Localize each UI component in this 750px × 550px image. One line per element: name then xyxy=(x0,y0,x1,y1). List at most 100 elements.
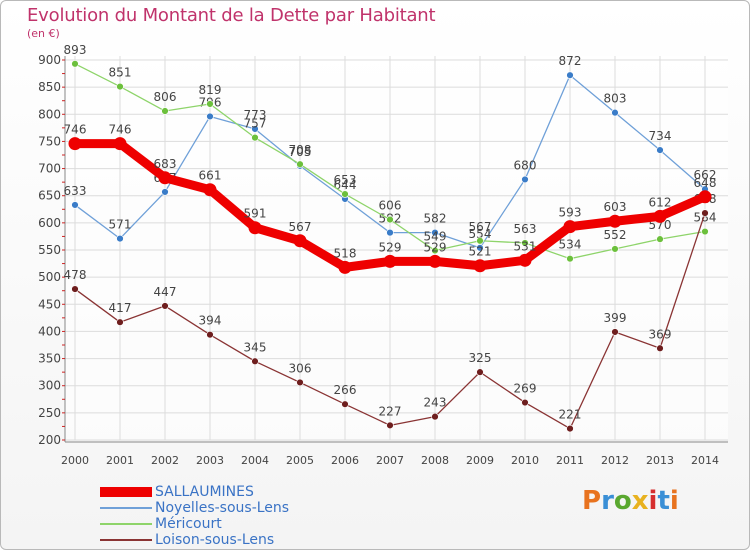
x-tick-label: 2003 xyxy=(196,454,224,467)
data-point xyxy=(656,235,664,243)
data-label: 243 xyxy=(424,396,447,410)
legend-swatch-noyelles xyxy=(100,507,152,509)
data-label: 683 xyxy=(154,157,177,171)
y-tick-label: 650 xyxy=(38,189,61,203)
y-tick-label: 450 xyxy=(38,297,61,311)
data-label: 803 xyxy=(604,92,627,106)
data-point xyxy=(71,201,79,209)
data-point xyxy=(251,133,259,142)
data-label: 603 xyxy=(604,200,627,214)
brand-letter: i xyxy=(648,486,658,516)
legend-label-mericourt: Méricourt xyxy=(155,516,222,532)
data-point xyxy=(563,220,577,234)
legend-swatch-loison xyxy=(100,539,152,541)
data-point xyxy=(521,398,529,407)
data-point xyxy=(386,421,394,430)
chart-title: Evolution du Montant de la Dette par Hab… xyxy=(27,5,436,26)
data-point xyxy=(611,245,619,253)
data-point xyxy=(251,357,259,365)
data-point xyxy=(116,318,124,326)
data-label: 746 xyxy=(109,123,132,137)
data-point xyxy=(296,160,304,168)
data-label: 529 xyxy=(424,240,447,254)
x-tick-label: 2009 xyxy=(466,454,494,467)
data-point xyxy=(251,125,259,133)
x-tick-label: 2006 xyxy=(331,454,359,467)
data-point xyxy=(71,285,79,293)
data-point xyxy=(341,400,349,408)
x-tick-label: 2013 xyxy=(646,454,674,467)
data-point xyxy=(476,237,484,245)
data-label: 633 xyxy=(64,184,87,198)
data-label: 648 xyxy=(694,176,717,190)
data-point xyxy=(608,214,622,228)
data-label: 746 xyxy=(64,123,87,137)
data-label: 518 xyxy=(334,246,357,260)
data-label: 563 xyxy=(514,222,537,236)
data-label: 872 xyxy=(559,54,582,68)
brand-letter: o xyxy=(613,486,632,516)
y-tick-label: 300 xyxy=(38,379,61,393)
data-point xyxy=(566,424,574,433)
data-point xyxy=(116,82,124,91)
data-label: 534 xyxy=(559,238,582,252)
x-tick-label: 2005 xyxy=(286,454,314,467)
data-point xyxy=(656,344,664,352)
data-point xyxy=(113,137,127,151)
x-tick-label: 2008 xyxy=(421,454,449,467)
y-tick-label: 850 xyxy=(38,80,61,94)
data-label: 734 xyxy=(649,129,672,143)
data-label: 221 xyxy=(559,408,582,422)
data-point xyxy=(428,254,442,268)
data-label: 399 xyxy=(604,311,627,325)
legend-label-sallaumines: SALLAUMINES xyxy=(155,484,254,500)
data-point xyxy=(206,330,214,339)
data-label: 521 xyxy=(469,245,492,259)
data-point xyxy=(473,259,487,273)
data-label: 478 xyxy=(64,268,87,282)
data-point xyxy=(248,221,262,235)
data-point xyxy=(566,71,574,79)
data-label: 591 xyxy=(244,207,267,221)
data-label: 531 xyxy=(514,239,537,253)
y-tick-label: 900 xyxy=(38,53,61,67)
data-point xyxy=(296,378,304,387)
data-label: 612 xyxy=(649,195,672,209)
data-label: 893 xyxy=(64,43,87,57)
legend-label-loison: Loison-sous-Lens xyxy=(155,532,275,548)
data-label: 227 xyxy=(379,404,402,418)
data-label: 570 xyxy=(649,218,672,232)
data-point xyxy=(71,60,79,68)
data-point xyxy=(476,368,484,376)
data-point xyxy=(518,253,532,267)
data-label: 653 xyxy=(334,173,357,187)
data-point xyxy=(158,171,172,185)
data-point xyxy=(611,328,619,336)
data-point xyxy=(161,107,169,115)
data-label: 269 xyxy=(514,382,537,396)
x-tick-label: 2012 xyxy=(601,454,629,467)
chart-unit: (en €) xyxy=(27,27,60,40)
y-tick-label: 200 xyxy=(38,433,61,447)
data-label: 552 xyxy=(604,228,627,242)
x-tick-label: 2014 xyxy=(691,454,719,467)
data-point xyxy=(653,209,667,223)
data-point xyxy=(161,188,169,196)
data-point xyxy=(431,246,439,255)
data-label: 369 xyxy=(649,327,672,341)
x-tick-label: 2000 xyxy=(61,454,89,467)
data-point xyxy=(68,137,82,151)
y-tick-label: 350 xyxy=(38,352,61,366)
data-label: 325 xyxy=(469,351,492,365)
data-point xyxy=(203,183,217,197)
data-point xyxy=(431,412,439,421)
data-point xyxy=(338,260,352,274)
data-label: 773 xyxy=(244,108,267,122)
data-label: 417 xyxy=(109,301,132,315)
data-point xyxy=(383,254,397,268)
data-label: 567 xyxy=(289,220,312,234)
data-label: 644 xyxy=(334,178,357,192)
brand-letter: P xyxy=(582,486,602,516)
x-tick-label: 2007 xyxy=(376,454,404,467)
